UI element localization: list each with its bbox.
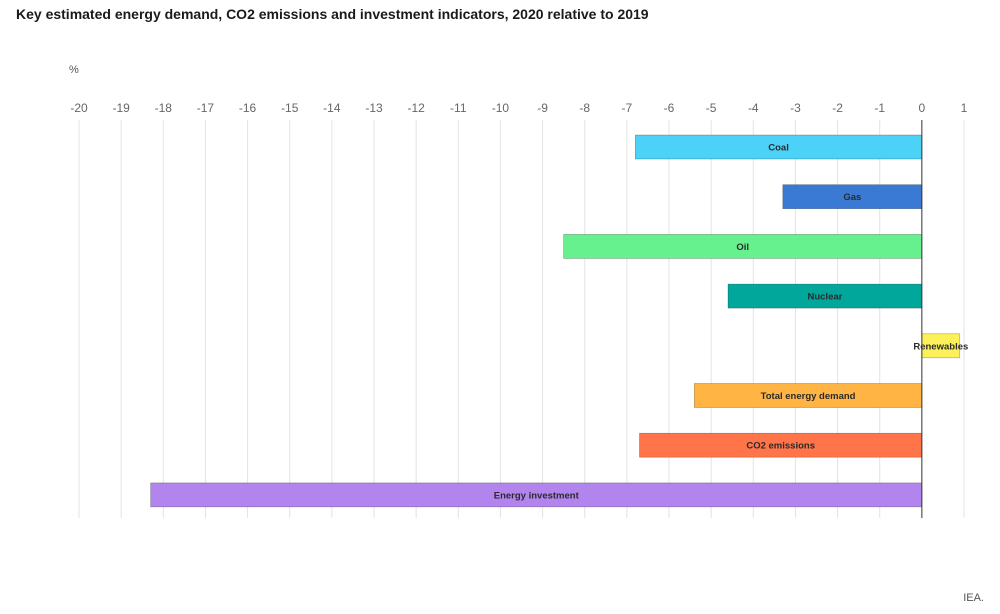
bar-co2-emissions (639, 432, 923, 458)
bar-renewables (921, 333, 961, 359)
bars (150, 134, 961, 508)
bar-label: Renewables (913, 341, 968, 352)
chart-title: Key estimated energy demand, CO2 emissio… (16, 6, 649, 22)
x-axis-ticks: -20 -19 -18 -17 -16 -15 -14 -13 -12 -11 -10 -9 -8 -7-… (70, 101, 967, 115)
x-tick-label: -5 (706, 101, 717, 115)
bar-gas (782, 184, 923, 209)
bar-label: Nuclear (807, 292, 842, 303)
x-tick-label: -14 (323, 101, 341, 115)
bar-labels: Coal Gas Oil Nuclear Renewables Total energy … (494, 143, 969, 502)
x-tick-label: -6 (664, 101, 675, 115)
x-tick-label: -12 (407, 101, 425, 115)
bar-label: Oil (736, 242, 749, 253)
x-tick-label: -17 (197, 101, 215, 115)
bar-label: Coal (768, 143, 789, 154)
bar-total-energy-demand (693, 383, 923, 408)
source-label: IEA. (963, 592, 984, 604)
bar-label: CO2 emissions (746, 441, 815, 452)
x-tick-label: -13 (365, 101, 383, 115)
x-tick-label: -15 (281, 101, 299, 115)
x-tick-label: -8 (579, 101, 590, 115)
x-tick-label: -11 (450, 101, 467, 115)
x-tick-label: -18 (155, 101, 173, 115)
bar-label: Gas (843, 192, 861, 203)
x-tick-label: -16 (239, 101, 257, 115)
bar-nuclear (727, 283, 923, 309)
x-tick-label: 0 (919, 101, 926, 115)
x-tick-label: -3 (790, 101, 801, 115)
x-tick-label: -9 (537, 101, 548, 115)
axis-unit-label: % (69, 64, 79, 76)
bar-energy-investment (150, 482, 923, 508)
x-tick-label: -20 (70, 101, 88, 115)
bar-oil (563, 234, 923, 259)
x-tick-label: -10 (492, 101, 510, 115)
x-tick-label: -4 (748, 101, 759, 115)
x-tick-label: 1 (961, 101, 968, 115)
gridlines (78, 120, 965, 518)
bar-label: Total energy demand (761, 391, 856, 402)
x-tick-label: -1 (874, 101, 885, 115)
bar-label: Energy investment (494, 490, 580, 501)
x-tick-label: -19 (112, 101, 130, 115)
x-tick-label: -7 (622, 101, 633, 115)
x-tick-label: -2 (832, 101, 843, 115)
bar-coal (634, 134, 923, 160)
